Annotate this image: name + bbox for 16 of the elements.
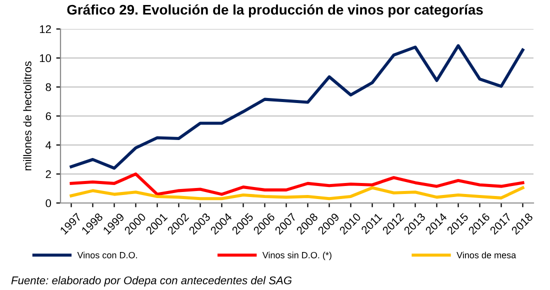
legend-label: Vinos con D.O. [77, 252, 137, 258]
y-tick-label: 2 [46, 170, 51, 178]
y-axis-title: millones de hectolitros [23, 61, 32, 170]
y-tick-label: 0 [46, 199, 52, 208]
line-series [70, 186, 524, 200]
line-series [70, 172, 524, 196]
y-tick-label: 4 [46, 141, 52, 150]
source-note: Fuente: elaborado por Odepa con antecedentes del SAG [11, 276, 292, 287]
line-series [70, 44, 524, 170]
y-tick-label: 8 [46, 83, 51, 92]
y-tick-label: 6 [46, 112, 51, 120]
chart-title: Gráfico 29. Evolución de la producción de vinos por categorías [67, 4, 483, 18]
legend-label: Vinos de mesa [456, 252, 516, 258]
legend-label: Vinos sin D.O. (*) [262, 252, 332, 260]
y-tick-label: 10 [40, 54, 52, 62]
y-tick-label: 12 [40, 25, 51, 34]
